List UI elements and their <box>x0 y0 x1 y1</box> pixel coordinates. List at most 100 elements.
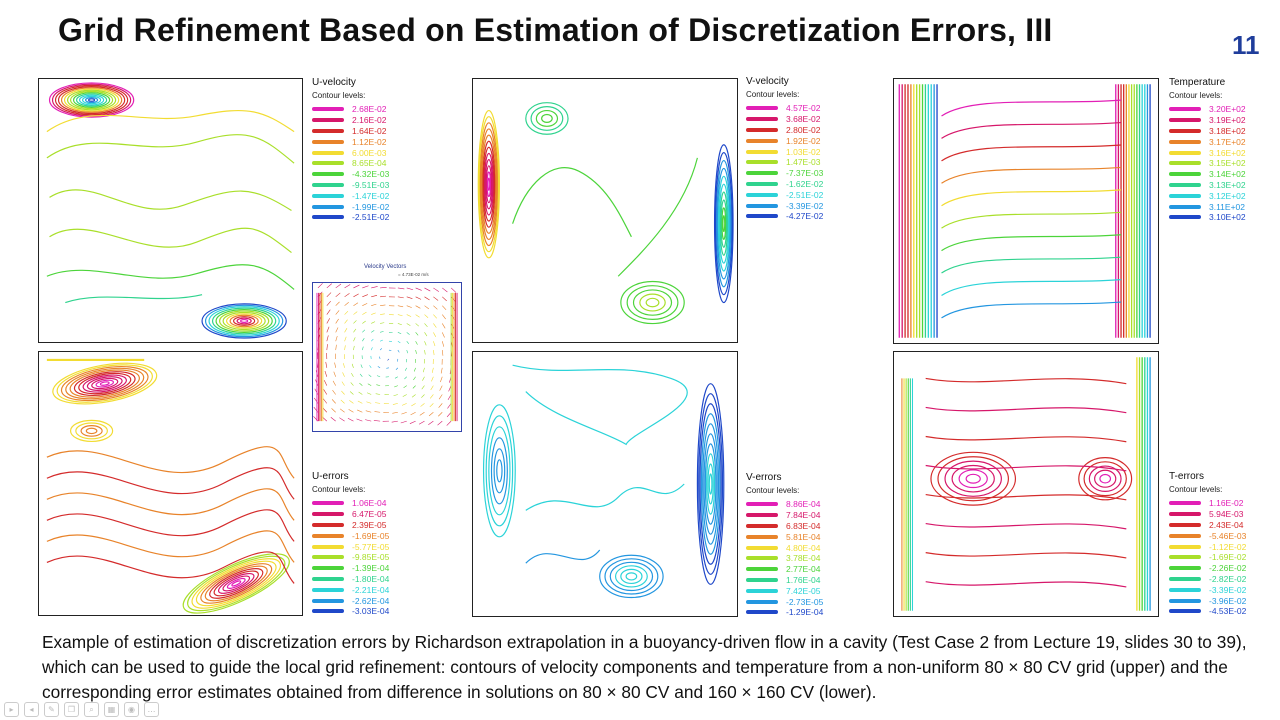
contour-lines <box>901 357 1151 611</box>
legend-entry: 6.47E-05 <box>312 509 389 520</box>
legend-value: 3.11E+02 <box>1209 201 1246 212</box>
legend-value: -1.29E-04 <box>786 607 824 618</box>
grid-icon[interactable]: ▦ <box>104 702 119 717</box>
pen-icon[interactable]: ✎ <box>44 702 59 717</box>
legend-swatch <box>1169 193 1201 198</box>
legend-swatch <box>312 150 344 155</box>
legend-entry: -3.39E-02 <box>1169 584 1246 595</box>
legend-entry: -4.53E-02 <box>1169 606 1246 617</box>
legend-swatch <box>746 127 778 132</box>
legend-value: 1.76E-04 <box>786 574 821 585</box>
legend-entry: 3.14E+02 <box>1169 169 1246 180</box>
legend-value: -3.39E-02 <box>786 200 824 211</box>
legend-entry: 1.06E-04 <box>312 498 389 509</box>
legend-entry: -2.51E-02 <box>746 189 823 200</box>
legend-value: -1.80E-04 <box>352 573 390 584</box>
legend-swatch <box>312 533 344 538</box>
legend-swatch <box>1169 512 1201 517</box>
legend-entry: 8.86E-04 <box>746 499 823 510</box>
legend-value: 6.83E-04 <box>786 520 821 531</box>
legend-entry: 7.84E-04 <box>746 510 823 521</box>
legend-subtitle: Contour levels: <box>312 91 366 100</box>
legend-entry: 3.11E+02 <box>1169 201 1246 212</box>
legend-entry: 3.12E+02 <box>1169 190 1246 201</box>
legend-value: 1.16E-02 <box>1209 498 1244 509</box>
legend-entry: 3.68E-02 <box>746 114 823 125</box>
legend-value: 1.64E-02 <box>352 125 387 136</box>
legend-value: -1.99E-02 <box>352 201 390 212</box>
legend-swatch <box>1169 566 1201 571</box>
legend-entry: -3.39E-02 <box>746 200 823 211</box>
play-icon[interactable]: ▸ <box>4 702 19 717</box>
legend-value: -1.47E-02 <box>352 190 390 201</box>
slide-title: Grid Refinement Based on Estimation of D… <box>58 12 1053 48</box>
legend-subtitle: Contour levels: <box>1169 91 1223 100</box>
legend-entry: 2.39E-05 <box>312 520 389 531</box>
legend-value: -2.82E-02 <box>1209 573 1247 584</box>
legend-value: 1.06E-04 <box>352 498 387 509</box>
legend-entry: -5.77E-05 <box>312 541 389 552</box>
legend-entry: -2.73E-05 <box>746 596 823 607</box>
contour-lines <box>482 364 725 599</box>
legend-value: 2.16E-02 <box>352 115 387 126</box>
legend-entry: 2.43E-04 <box>1169 520 1246 531</box>
u-velocity-plot <box>38 78 303 343</box>
legend-swatch <box>1169 139 1201 144</box>
figure-caption: Example of estimation of discretization … <box>42 632 1247 702</box>
legend-value: 4.57E-02 <box>786 103 821 114</box>
velocity-vectors-title: Velocity Vectors <box>364 264 407 270</box>
v-errors-plot <box>472 351 738 617</box>
legend-entry: -9.85E-05 <box>312 552 389 563</box>
legend-value: 4.80E-04 <box>786 542 821 553</box>
camera-icon[interactable]: ◉ <box>124 702 139 717</box>
legend-subtitle: Contour levels: <box>746 486 800 495</box>
legend-value: -9.51E-03 <box>352 179 390 190</box>
legend-entry: 3.10E+02 <box>1169 212 1246 223</box>
legend-entry: -2.82E-02 <box>1169 574 1246 585</box>
legend-value: 2.43E-04 <box>1209 519 1244 530</box>
legend-value: 3.14E+02 <box>1209 169 1246 180</box>
legend-subtitle: Contour levels: <box>1169 485 1223 494</box>
legend-swatch <box>1169 128 1201 133</box>
contour-lines <box>477 102 734 325</box>
u-errors-legend: U-errors Contour levels: 1.06E-04 6.47E-05 2… <box>312 471 389 617</box>
legend-swatch <box>746 117 778 122</box>
legend-value: -2.26E-02 <box>1209 563 1247 574</box>
legend-swatch <box>746 567 778 572</box>
legend-entry: 3.15E+02 <box>1169 158 1246 169</box>
legend-value: -5.46E-03 <box>1209 530 1247 541</box>
zoom-icon[interactable]: ⌕ <box>84 702 99 717</box>
legend-entry: -1.39E-04 <box>312 563 389 574</box>
legend-swatch <box>312 204 344 209</box>
legend-value: -2.62E-04 <box>352 595 390 606</box>
legend-swatch <box>746 599 778 604</box>
legend-value: 2.80E-02 <box>786 124 821 135</box>
legend-value: 8.65E-04 <box>352 158 387 169</box>
legend-entry: 5.94E-03 <box>1169 509 1246 520</box>
legend-entry: 6.00E-03 <box>312 147 389 158</box>
legend-swatch <box>1169 501 1201 506</box>
legend-value: 1.03E-02 <box>786 146 821 157</box>
legend-entry: -1.99E-02 <box>312 201 389 212</box>
legend-value: 3.16E+02 <box>1209 147 1246 158</box>
legend-entry: 3.20E+02 <box>1169 104 1246 115</box>
copy-icon[interactable]: ❐ <box>64 702 79 717</box>
legend-swatch <box>1169 172 1201 177</box>
v-velocity-plot <box>472 78 738 343</box>
more-icon[interactable]: … <box>144 702 159 717</box>
legend-value: -1.12E-02 <box>1209 541 1247 552</box>
legend-swatch <box>312 215 344 220</box>
legend-swatch <box>312 587 344 592</box>
legend-value: 3.10E+02 <box>1209 212 1246 223</box>
legend-value: 3.20E+02 <box>1209 104 1246 115</box>
u-velocity-legend: U-velocity Contour levels: 2.68E-02 2.16E-0… <box>312 77 389 223</box>
legend-value: 6.47E-05 <box>352 509 387 520</box>
legend-swatch <box>312 512 344 517</box>
back-icon[interactable]: ◂ <box>24 702 39 717</box>
legend-entry: 1.92E-02 <box>746 135 823 146</box>
contour-lines <box>46 82 295 339</box>
legend-value: 3.19E+02 <box>1209 115 1246 126</box>
legend-value: -3.39E-02 <box>1209 584 1247 595</box>
legend-entry: -4.32E-03 <box>312 169 389 180</box>
velocity-vectors-plot <box>312 282 462 432</box>
